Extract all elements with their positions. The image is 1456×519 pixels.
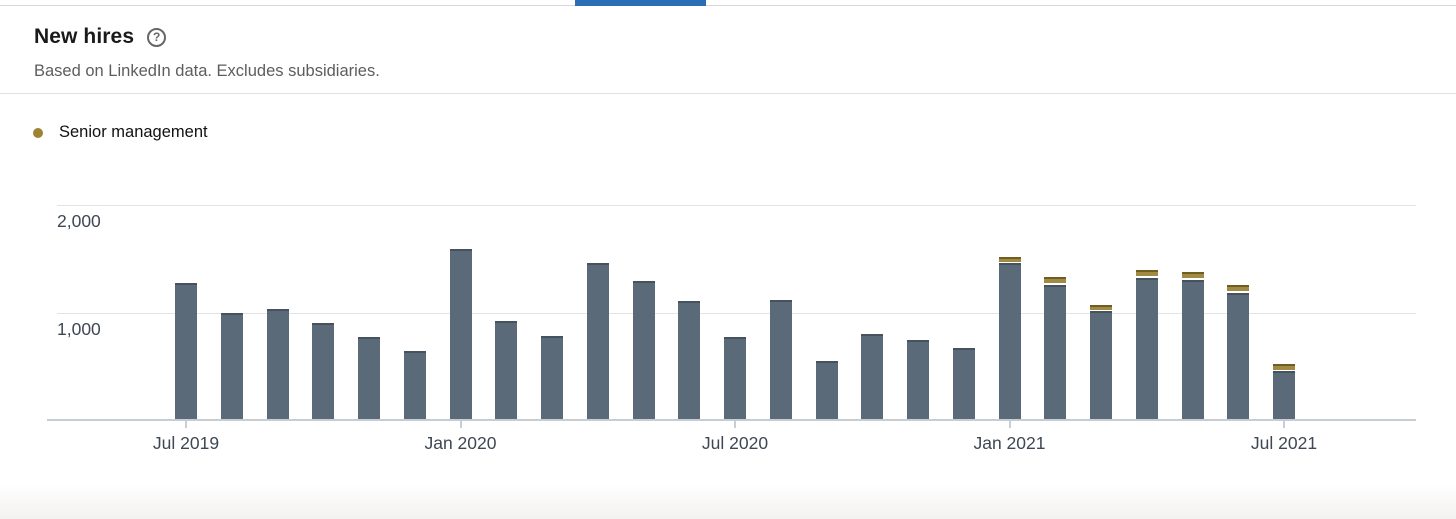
legend-item-senior-management[interactable]: Senior management [33, 123, 208, 142]
bar-jan-2021[interactable] [998, 263, 1021, 420]
header-divider [0, 93, 1456, 94]
help-icon[interactable]: ? [147, 27, 167, 47]
card-header: New hires ? [34, 25, 167, 49]
bar-senior-jan-2021[interactable] [998, 256, 1021, 262]
bar-sep-2019[interactable] [266, 309, 289, 420]
bar-feb-2021[interactable] [1044, 284, 1067, 420]
bar-nov-2019[interactable] [358, 337, 380, 420]
bar-dec-2020[interactable] [952, 347, 975, 420]
help-icon-glyph: ? [152, 30, 161, 44]
legend-dot-senior-management [33, 127, 43, 138]
page-title: New hires [34, 25, 135, 48]
bar-jun-2021[interactable] [1227, 292, 1250, 420]
bar-oct-2019[interactable] [312, 323, 335, 420]
x-axis-label-jul-2020: Jul 2020 [701, 433, 769, 453]
bar-apr-2021[interactable] [1135, 277, 1158, 420]
x-axis-tick-jan-2021 [1008, 421, 1011, 428]
x-axis-tick-jul-2020 [734, 421, 736, 428]
x-axis-label-jan-2021: Jan 2021 [973, 433, 1046, 453]
x-axis-label-jan-2020: Jan 2020 [424, 433, 497, 453]
bar-nov-2020[interactable] [907, 340, 929, 420]
bar-may-2020[interactable] [632, 281, 655, 420]
bar-aug-2019[interactable] [220, 312, 243, 420]
bar-dec-2019[interactable] [403, 351, 426, 420]
y-axis-label-1000: 1,000 [57, 318, 101, 339]
bar-jun-2020[interactable] [678, 300, 701, 420]
bar-senior-jul-2021[interactable] [1273, 363, 1295, 370]
bar-senior-mar-2021[interactable] [1090, 305, 1112, 310]
gridline-1000 [57, 312, 1416, 314]
bar-senior-jun-2021[interactable] [1227, 285, 1250, 292]
active-tab-indicator[interactable] [575, 0, 706, 6]
chart-subtitle: Based on LinkedIn data. Excludes subsidi… [34, 62, 380, 80]
bar-jul-2021[interactable] [1273, 371, 1295, 420]
gridline-2000 [57, 205, 1416, 206]
bar-senior-may-2021[interactable] [1181, 272, 1204, 279]
x-axis-label-jul-2021: Jul 2021 [1250, 433, 1318, 453]
page-background-strip [0, 484, 1456, 519]
x-axis-tick-jul-2019 [185, 421, 187, 428]
bar-mar-2020[interactable] [541, 336, 563, 420]
y-axis-label-2000: 2,000 [57, 211, 101, 231]
bar-aug-2020[interactable] [769, 299, 792, 420]
x-axis-label-jul-2019: Jul 2019 [152, 433, 220, 453]
bar-mar-2021[interactable] [1090, 311, 1112, 420]
bar-feb-2020[interactable] [495, 321, 518, 420]
x-axis-tick-jul-2021 [1283, 421, 1285, 428]
x-axis-tick-jan-2020 [459, 421, 462, 428]
x-axis-line [47, 419, 1416, 421]
legend-label: Senior management [59, 123, 208, 141]
bar-jul-2020[interactable] [724, 337, 746, 420]
bar-senior-apr-2021[interactable] [1135, 270, 1158, 277]
tab-bar-bottom-border [0, 5, 1456, 6]
bar-sep-2020[interactable] [815, 360, 838, 420]
bar-oct-2020[interactable] [861, 334, 884, 420]
bar-jan-2020[interactable] [449, 249, 472, 420]
bar-apr-2020[interactable] [586, 263, 609, 420]
bar-senior-feb-2021[interactable] [1044, 277, 1067, 284]
chart-legend: Senior management [33, 123, 208, 142]
bar-may-2021[interactable] [1181, 279, 1204, 420]
bar-jul-2019[interactable] [175, 283, 197, 420]
